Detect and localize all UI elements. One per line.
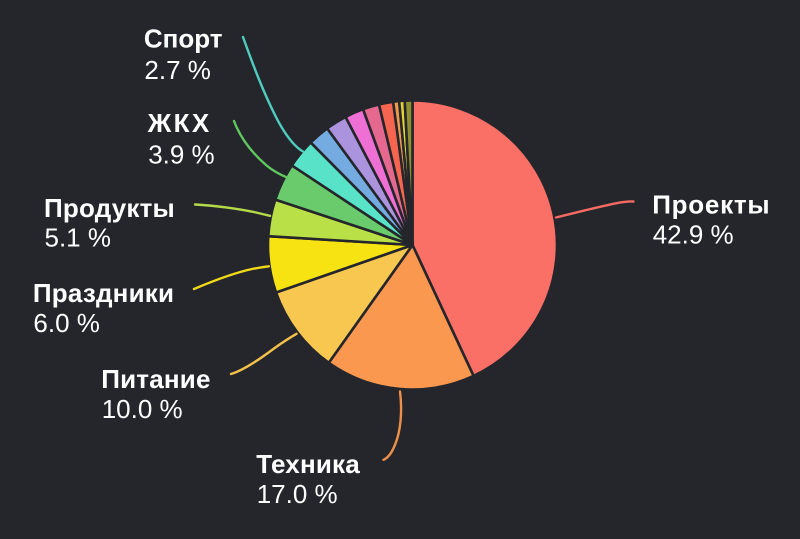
svg-text:2.7 %: 2.7 % [144,55,211,85]
svg-text:Праздники: Праздники [33,278,174,308]
svg-text:Техника: Техника [256,449,360,479]
svg-text:6.0 %: 6.0 % [33,308,100,338]
svg-text:ЖКХ: ЖКХ [147,108,212,138]
svg-text:42.9 %: 42.9 % [653,220,734,250]
svg-text:5.1 %: 5.1 % [45,222,112,252]
svg-text:Питание: Питание [101,364,210,394]
svg-text:17.0 %: 17.0 % [257,479,338,509]
svg-text:3.9 %: 3.9 % [148,140,215,170]
svg-text:Спорт: Спорт [144,24,223,54]
svg-text:Проекты: Проекты [652,190,770,220]
svg-text:Продукты: Продукты [44,193,175,223]
svg-text:10.0 %: 10.0 % [102,394,183,424]
